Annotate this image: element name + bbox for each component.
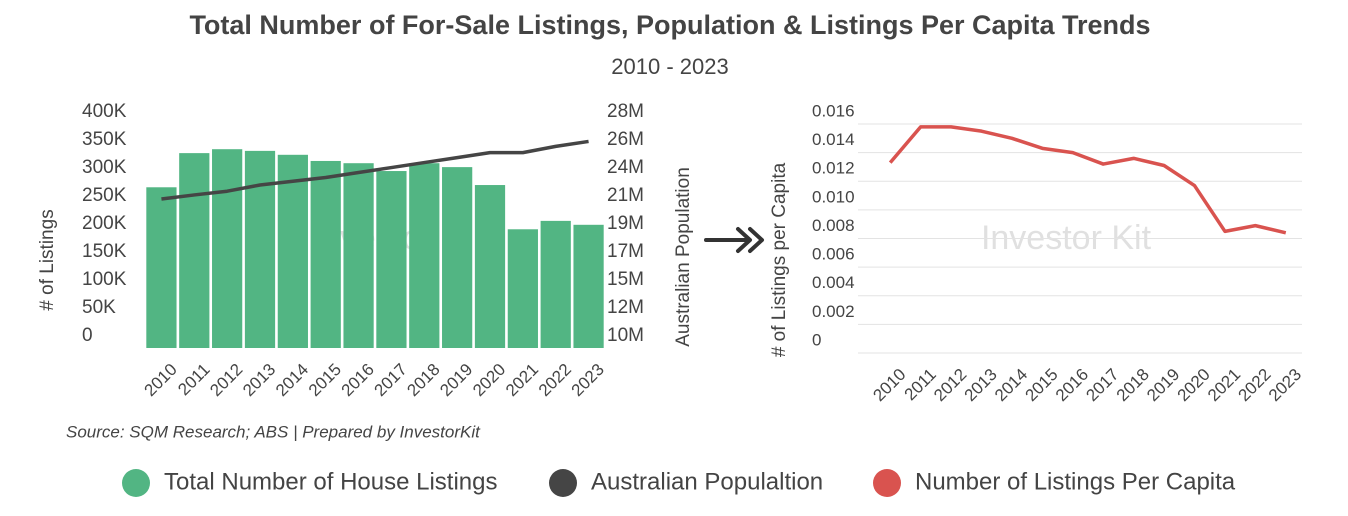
y2-tick-label: 12M: [607, 297, 644, 318]
x-tick-label: 2016: [338, 360, 378, 400]
bar: [179, 153, 210, 348]
arrow-icon: [704, 227, 764, 253]
x-tick-label: 2018: [403, 360, 443, 400]
y-tick-label: 0.014: [812, 130, 855, 149]
chart-title: Total Number of For-Sale Listings, Popul…: [189, 10, 1150, 40]
bar: [376, 171, 407, 348]
x-tick-label: 2011: [174, 360, 213, 399]
x-tick-label: 2022: [1234, 365, 1274, 405]
y2-tick-label: 17M: [607, 241, 644, 262]
y2-tick-label: 10M: [607, 325, 644, 346]
x-tick-label: 2022: [535, 360, 575, 400]
bar: [540, 220, 571, 348]
y-tick-label: 150K: [82, 241, 127, 262]
y2-tick-label: 21M: [607, 185, 644, 206]
bar: [277, 154, 308, 348]
y-tick-label: 0.004: [812, 273, 855, 292]
line: [161, 139, 589, 201]
x-tick-label: 2017: [1082, 365, 1122, 405]
bar: [507, 229, 538, 348]
y-tick-label: 50K: [82, 297, 116, 318]
y2-axis-title: Australian Population: [673, 167, 694, 347]
bar: [573, 224, 604, 348]
y-tick-label: 0.002: [812, 302, 855, 321]
x-tick-label: 2013: [961, 365, 1001, 405]
legend-marker: [873, 469, 901, 497]
y-tick-label: 0: [82, 325, 93, 346]
bar: [442, 167, 473, 348]
y2-tick-label: 28M: [607, 101, 644, 122]
legend-label: Total Number of House Listings: [164, 468, 498, 495]
y-tick-label: 250K: [82, 185, 127, 206]
y-tick-label: 0.016: [812, 101, 855, 120]
x-tick-label: 2017: [371, 360, 411, 400]
x-tick-label: 2020: [1174, 365, 1214, 405]
y2-tick-label: 19M: [607, 213, 644, 234]
x-tick-label: 2010: [869, 365, 909, 405]
bar: [212, 149, 243, 348]
arrow-head: [748, 227, 764, 253]
y-tick-label: 0.008: [812, 216, 855, 235]
x-tick-label: 2021: [502, 360, 542, 400]
x-tick-label: 2014: [272, 360, 312, 400]
y-tick-label: 300K: [82, 157, 127, 178]
x-tick-label: 2013: [239, 360, 279, 400]
x-tick-label: 2014: [991, 365, 1031, 405]
bar: [474, 185, 506, 348]
y2-tick-label: 15M: [607, 269, 644, 290]
y-tick-label: 200K: [82, 213, 127, 234]
y-tick-label: 0: [812, 330, 821, 349]
y2-tick-label: 24M: [607, 157, 644, 178]
y2-tick-label: 26M: [607, 129, 644, 150]
legend-marker: [122, 469, 150, 497]
x-tick-label: 2019: [1143, 365, 1183, 405]
y-axis-title: # of Listings per Capita: [769, 162, 790, 357]
bar: [310, 160, 341, 348]
x-tick-label: 2016: [1052, 365, 1092, 405]
x-tick-label: 2021: [1204, 365, 1244, 405]
x-tick-label: 2011: [901, 365, 940, 404]
y-tick-label: 0.006: [812, 245, 855, 264]
legend-label: Australian Populaltion: [591, 468, 823, 495]
line: [888, 125, 1287, 235]
x-tick-label: 2012: [206, 360, 246, 400]
x-tick-label: 2015: [305, 360, 345, 400]
x-tick-label: 2019: [436, 360, 476, 400]
x-tick-label: 2023: [568, 360, 608, 400]
y-tick-label: 400K: [82, 101, 127, 122]
arrow-head: [736, 227, 752, 253]
x-tick-label: 2023: [1265, 365, 1305, 405]
legend-label: Number of Listings Per Capita: [915, 468, 1236, 495]
watermark: Investor Kit: [981, 219, 1152, 257]
x-tick-label: 2018: [1113, 365, 1153, 405]
x-tick-label: 2020: [469, 360, 509, 400]
x-tick-label: 2015: [1021, 365, 1061, 405]
x-tick-label: 2010: [141, 360, 181, 400]
y-tick-label: 0.010: [812, 187, 855, 206]
bar: [146, 187, 177, 348]
x-tick-label: 2012: [930, 365, 970, 405]
bar: [343, 163, 374, 348]
bar: [409, 163, 440, 348]
source-note: Source: SQM Research; ABS | Prepared by …: [66, 422, 481, 441]
y-tick-label: 100K: [82, 269, 127, 290]
y-tick-label: 0.012: [812, 159, 855, 178]
chart-subtitle: 2010 - 2023: [611, 54, 728, 79]
bar: [244, 150, 276, 348]
legend-marker: [549, 469, 577, 497]
y-tick-label: 350K: [82, 129, 127, 150]
y-axis-title: # of Listings: [37, 209, 58, 310]
